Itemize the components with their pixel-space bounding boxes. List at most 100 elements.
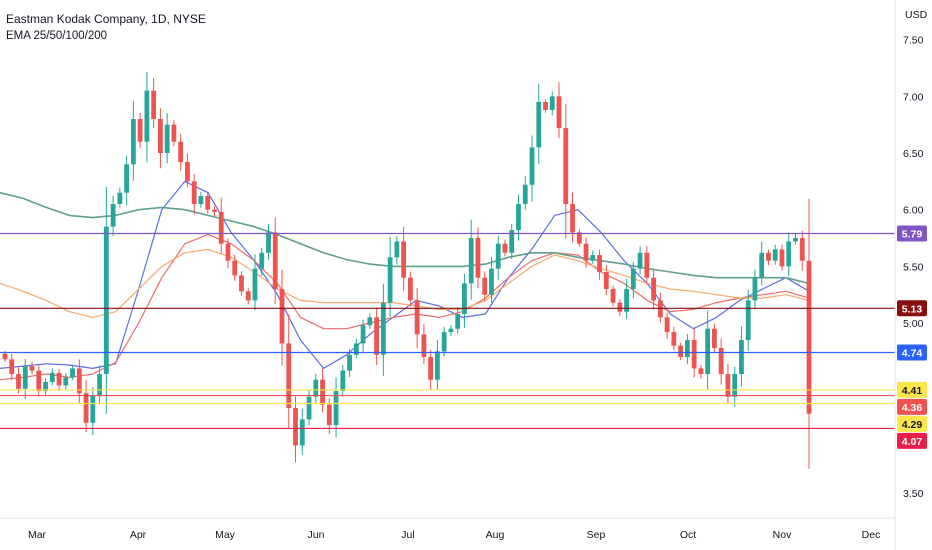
candle-body bbox=[651, 277, 657, 301]
candle-body bbox=[435, 351, 440, 380]
candle-body bbox=[684, 340, 690, 358]
level-badge-label: 4.36 bbox=[902, 402, 923, 414]
candle-body bbox=[151, 90, 157, 120]
candle-body bbox=[43, 381, 48, 392]
candle-body bbox=[110, 204, 116, 227]
candle-body bbox=[576, 232, 582, 244]
candle-body bbox=[144, 90, 150, 142]
candle-body bbox=[603, 272, 609, 290]
price-badges: 5.79 5.13 4.74 4.41 4.36 4.29 4.07 bbox=[897, 225, 927, 449]
level-badge-label: 4.29 bbox=[902, 419, 923, 431]
candle-body bbox=[225, 243, 231, 261]
candle-body bbox=[97, 374, 102, 396]
candle-body bbox=[70, 368, 75, 378]
candle-body bbox=[326, 404, 332, 426]
candle-body bbox=[475, 238, 481, 278]
candle-body bbox=[712, 328, 717, 348]
candle-body bbox=[644, 252, 650, 278]
candle-body bbox=[272, 232, 278, 290]
candle-body bbox=[239, 275, 244, 292]
candle-body bbox=[205, 196, 211, 210]
indicator-legend: EMA 25/50/100/200 bbox=[6, 30, 108, 42]
candle-body bbox=[583, 243, 589, 261]
candle-body bbox=[286, 343, 292, 409]
candle-body bbox=[401, 241, 407, 278]
candle-body bbox=[36, 370, 42, 392]
candle-body bbox=[394, 241, 400, 258]
ema-100-line bbox=[0, 248, 810, 318]
candle-body bbox=[252, 268, 258, 301]
candle-body bbox=[570, 204, 575, 233]
candle-body bbox=[536, 102, 542, 148]
candle-body bbox=[83, 393, 89, 423]
level-badge bbox=[897, 225, 927, 242]
candle-body bbox=[772, 249, 778, 261]
candle-body bbox=[380, 302, 386, 355]
candle-body bbox=[624, 289, 629, 312]
x-tick-label: Nov bbox=[773, 529, 792, 541]
candle-body bbox=[49, 372, 55, 382]
level-badge-label: 4.41 bbox=[902, 385, 923, 397]
level-badge bbox=[897, 344, 927, 361]
x-tick-label: Aug bbox=[486, 529, 505, 541]
candle-body bbox=[678, 345, 684, 358]
y-tick-label: 3.50 bbox=[903, 488, 924, 500]
candle-body bbox=[462, 283, 467, 314]
candle-body bbox=[529, 147, 535, 185]
candle-body bbox=[482, 277, 488, 295]
candle-body bbox=[76, 368, 82, 394]
candle-body bbox=[705, 328, 711, 375]
candle-body bbox=[259, 252, 265, 269]
candle-body bbox=[630, 268, 636, 290]
candle-body bbox=[752, 277, 758, 301]
currency-label: USD bbox=[905, 9, 928, 21]
y-tick-label: 6.00 bbox=[903, 205, 924, 217]
candle-body bbox=[671, 332, 677, 346]
x-tick-label: Dec bbox=[862, 529, 881, 541]
candle-body bbox=[198, 196, 204, 205]
candle-body bbox=[637, 252, 643, 269]
candle-body bbox=[421, 334, 427, 358]
candle-body bbox=[779, 249, 785, 267]
candle-body bbox=[806, 260, 812, 414]
candle-body bbox=[502, 243, 508, 253]
candle-body bbox=[56, 372, 62, 386]
horizontal-levels bbox=[0, 232, 895, 430]
candle-body bbox=[549, 96, 555, 110]
candle-body bbox=[793, 238, 798, 242]
candle-body bbox=[185, 162, 190, 182]
level-badge bbox=[897, 398, 927, 415]
candle-body bbox=[759, 252, 765, 278]
candle-body bbox=[664, 317, 670, 333]
candle-body bbox=[232, 260, 238, 276]
candle-body bbox=[2, 353, 8, 360]
level-badge bbox=[897, 300, 927, 317]
candle-body bbox=[556, 96, 562, 129]
candle-body bbox=[266, 232, 271, 253]
x-tick-label: May bbox=[215, 529, 236, 541]
candle-body bbox=[313, 379, 319, 397]
candle-body bbox=[279, 289, 285, 344]
level-badge-label: 5.13 bbox=[902, 303, 923, 315]
candle-body bbox=[16, 374, 21, 389]
candle-body bbox=[90, 395, 96, 423]
candle-body bbox=[63, 377, 69, 386]
candle-body bbox=[164, 124, 170, 154]
candle-body bbox=[516, 204, 521, 231]
candle-body bbox=[360, 325, 366, 344]
y-tick-label: 5.00 bbox=[903, 318, 924, 330]
candle-body bbox=[610, 289, 616, 303]
candle-body bbox=[597, 255, 602, 273]
candle-body bbox=[306, 396, 312, 420]
candle-body bbox=[157, 119, 163, 154]
candle-body bbox=[407, 277, 413, 301]
candle-body bbox=[117, 192, 123, 205]
candle-body bbox=[218, 211, 224, 244]
candle-body bbox=[745, 300, 751, 341]
candle-body bbox=[137, 119, 143, 142]
candle-body bbox=[245, 291, 251, 301]
level-badge bbox=[897, 432, 927, 449]
candle-body bbox=[320, 379, 325, 405]
